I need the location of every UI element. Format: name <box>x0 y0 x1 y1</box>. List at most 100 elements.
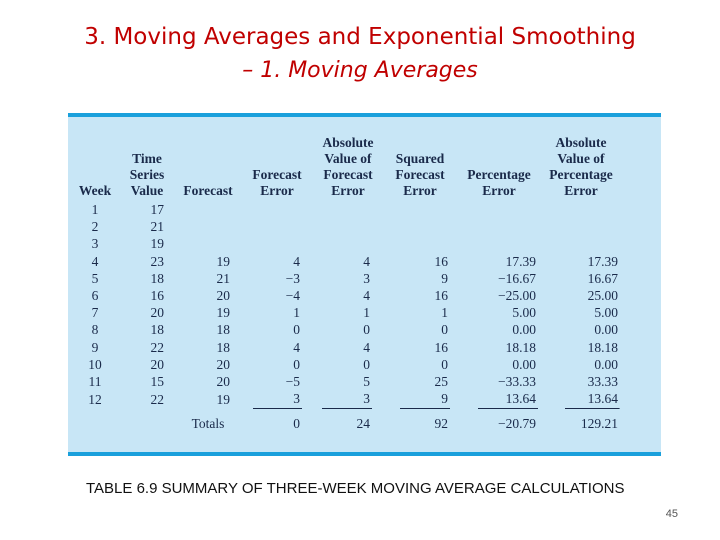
header-percentage-error: Percentage Error <box>467 167 531 198</box>
table-cell: 23 <box>150 253 165 269</box>
table-cell: −16.67 <box>498 270 536 286</box>
table-cell: 20 <box>216 374 231 390</box>
table-cell: 13.64 <box>542 390 620 410</box>
table-cell: 4 <box>91 253 99 269</box>
table-cell: 8 <box>91 322 99 338</box>
table-row: 4 23 19 4 4 16 17.39 17.39 <box>70 253 620 270</box>
table-cell <box>174 201 242 218</box>
table-cell: 0 <box>363 356 370 372</box>
table-cell <box>242 235 312 252</box>
table-cell: 1 <box>363 305 370 321</box>
table-cell: 0 <box>363 322 370 338</box>
table-cell: 18.18 <box>587 339 618 355</box>
table-cell <box>542 235 620 252</box>
table-cell: 0.00 <box>594 356 618 372</box>
table-cell: 0 <box>293 322 300 338</box>
table-cell: 20 <box>216 356 231 372</box>
table-cell <box>384 201 456 218</box>
table-cell: 33.33 <box>587 374 618 390</box>
slide-subtitle: – 1. Moving Averages <box>242 58 478 83</box>
page-number: 45 <box>665 508 678 520</box>
table-cell: 18 <box>216 322 231 338</box>
table-cell: 20 <box>216 288 231 304</box>
table-row: 9 22 18 4 4 16 18.18 18.18 <box>70 339 620 356</box>
table-cell: 20 <box>150 305 165 321</box>
table-row: 5 18 21 −3 3 9 −16.67 16.67 <box>70 270 620 287</box>
table-row: 3 19 <box>70 235 620 252</box>
table-cell: 6 <box>91 288 99 304</box>
table-cell: 5 <box>363 374 370 390</box>
table-cell: 18.18 <box>505 339 536 355</box>
header-absolute-percentage-error: Absolute Value of Percentage Error <box>549 135 613 198</box>
table-cell: 0.00 <box>512 322 536 338</box>
table-cell: 18 <box>216 339 231 355</box>
table-cell: 15 <box>150 374 165 390</box>
table-cell: 21 <box>150 219 165 235</box>
table-cell <box>174 218 242 235</box>
table-cell: 1 <box>441 305 448 321</box>
totals-cell: 129.21 <box>580 416 618 432</box>
totals-cell: −20.79 <box>498 416 536 432</box>
totals-cell: 24 <box>356 416 371 432</box>
header-time-series-value: Time Series Value <box>129 151 165 198</box>
table-cell: 5.00 <box>512 305 536 321</box>
table-cell: 9 <box>91 339 99 355</box>
table-cell <box>242 218 312 235</box>
table-cell: 9 <box>384 390 456 410</box>
table-cell: 0 <box>441 356 448 372</box>
table-cell: 16 <box>434 288 449 304</box>
table-cell: 4 <box>293 253 300 269</box>
table-cell: 3 <box>312 390 384 410</box>
table-cell: 17.39 <box>587 253 618 269</box>
table-cell: 2 <box>91 219 99 235</box>
table-cell: 16 <box>434 253 449 269</box>
totals-cell: 0 <box>293 416 300 432</box>
table-cell <box>456 201 542 218</box>
table-cell: 0.00 <box>594 322 618 338</box>
table-cell: 16 <box>150 288 165 304</box>
table-cell: 5 <box>91 270 99 286</box>
table-cell: 7 <box>91 305 99 321</box>
table-cell: −33.33 <box>498 374 536 390</box>
table-cell <box>174 235 242 252</box>
header-forecast: Forecast <box>183 183 233 198</box>
table-row: 11 15 20 −5 5 25 −33.33 33.33 <box>70 373 620 390</box>
table-cell <box>456 218 542 235</box>
totals-row: Totals 0 24 92 −20.79 129.21 <box>70 409 620 432</box>
table-cell: 25 <box>434 374 449 390</box>
table-cell: 4 <box>363 288 370 304</box>
table-cell: 3 <box>363 270 370 286</box>
table-row: 6 16 20 −4 4 16 −25.00 25.00 <box>70 287 620 304</box>
slide-title: 3. Moving Averages and Exponential Smoot… <box>84 24 636 50</box>
table-cell: 4 <box>363 253 370 269</box>
table-row: 8 18 18 0 0 0 0.00 0.00 <box>70 321 620 338</box>
table-cell: −4 <box>285 288 300 304</box>
totals-label: Totals <box>191 416 225 432</box>
table-cell: 18 <box>150 322 165 338</box>
table-cell: 10 <box>88 356 102 372</box>
table-cell <box>312 218 384 235</box>
table-cell: 3 <box>91 236 99 252</box>
table-cell <box>456 235 542 252</box>
table-row: 12 22 19 3 3 9 13.64 13.64 <box>70 390 620 410</box>
table-cell: 25.00 <box>587 288 618 304</box>
table-panel: Week Time Series Value Forecast Forecast… <box>68 113 661 456</box>
table-header-row: Week Time Series Value Forecast Forecast… <box>70 135 620 201</box>
table-row: 10 20 20 0 0 0 0.00 0.00 <box>70 356 620 373</box>
table-row: 1 17 <box>70 201 620 218</box>
table-cell: 9 <box>441 270 448 286</box>
table-cell <box>312 235 384 252</box>
table-cell: 4 <box>293 339 300 355</box>
moving-average-table: Week Time Series Value Forecast Forecast… <box>70 135 620 433</box>
table-cell <box>384 235 456 252</box>
table-cell: −5 <box>285 374 300 390</box>
table-cell: 19 <box>216 253 231 269</box>
table-cell: 21 <box>216 270 231 286</box>
table-cell: 22 <box>150 339 165 355</box>
table-cell <box>542 201 620 218</box>
table-cell: 22 <box>150 392 165 408</box>
table-cell: −3 <box>285 270 300 286</box>
table-cell: 5.00 <box>594 305 618 321</box>
header-week: Week <box>78 183 112 198</box>
header-forecast-error: Forecast Error <box>252 167 302 198</box>
